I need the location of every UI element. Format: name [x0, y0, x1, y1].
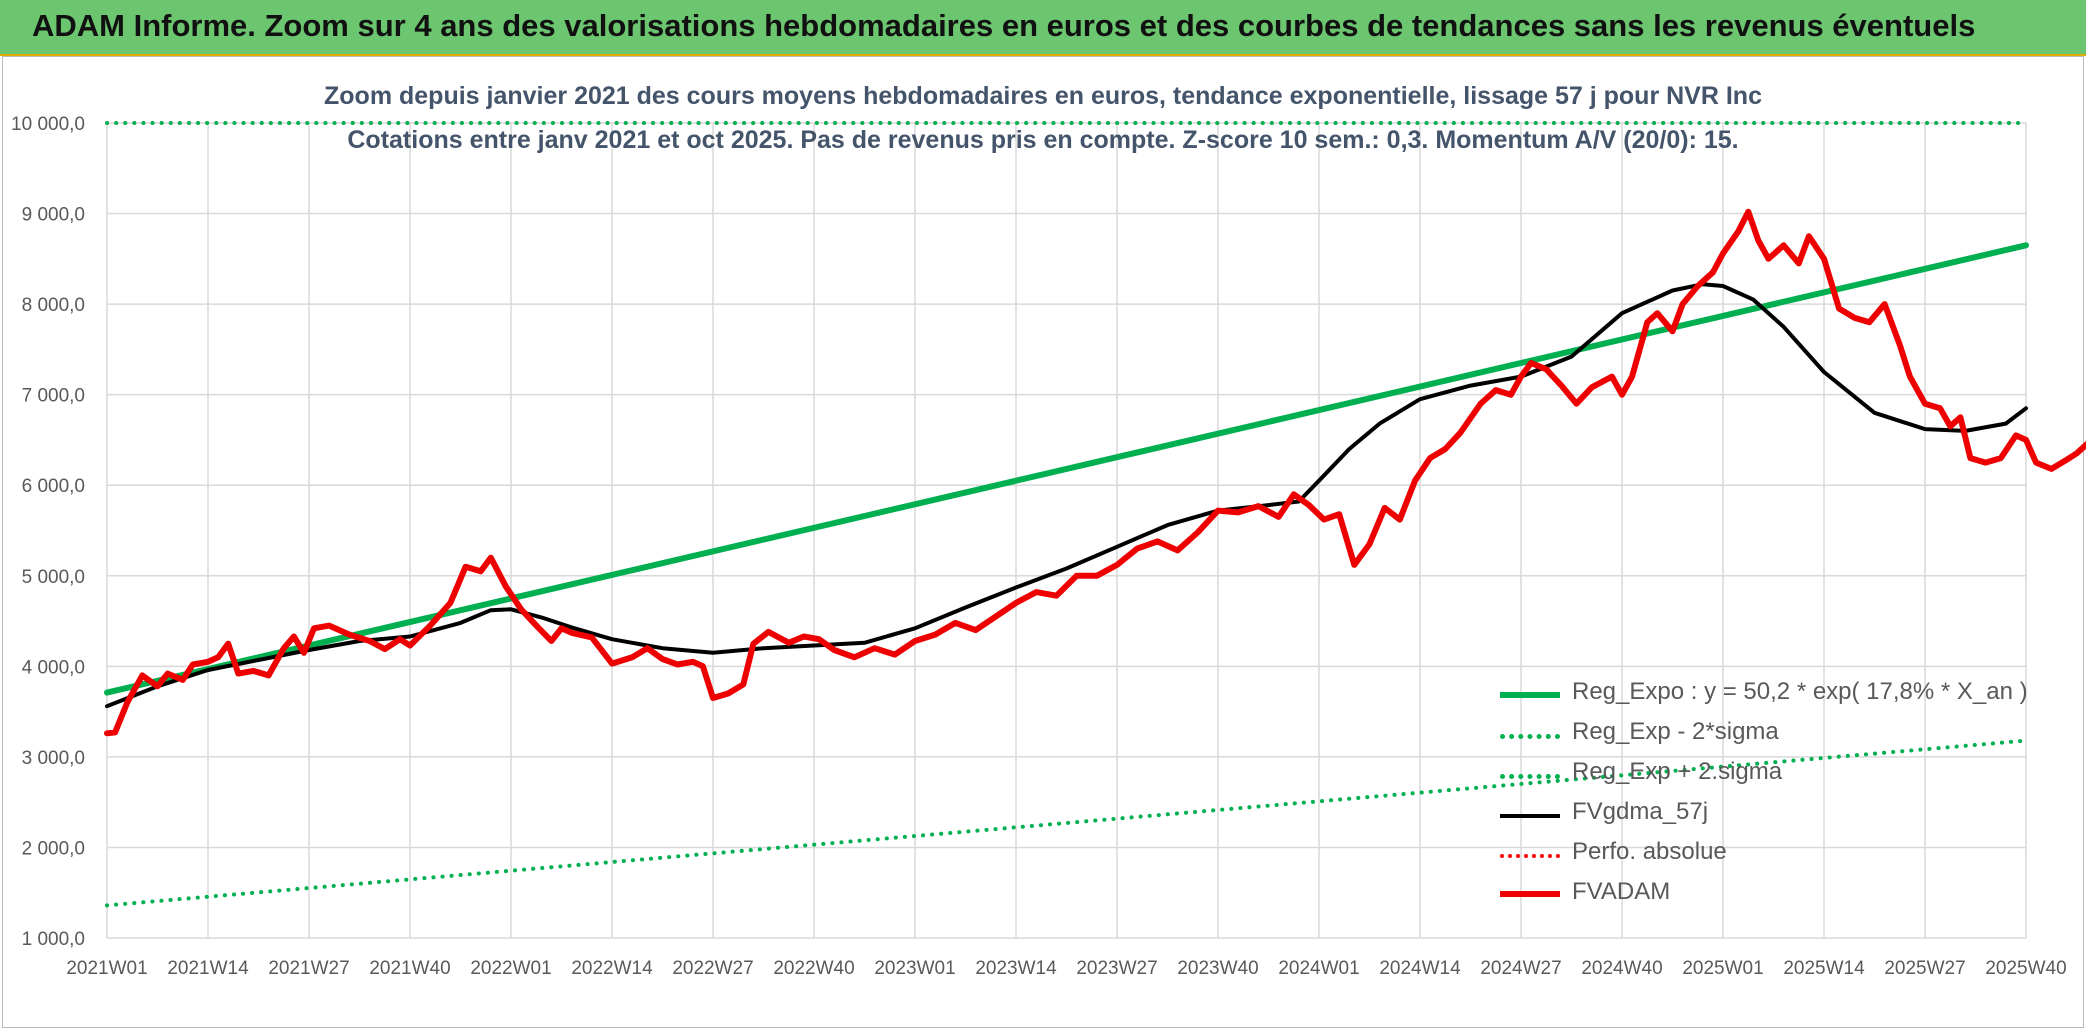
x-tick-label: 2025W01 — [1682, 958, 1763, 979]
legend-label: FVgdma_57j — [1572, 798, 1709, 825]
chart-title-line-1: Zoom depuis janvier 2021 des cours moyen… — [324, 82, 1762, 110]
y-tick-label: 9 000,0 — [22, 205, 85, 226]
legend-label: Reg_Expo : y = 50,2 * exp( 17,8% * X_an … — [1572, 678, 2028, 705]
legend-item: FVgdma_57j — [1500, 794, 1970, 834]
x-tick-label: 2022W40 — [773, 958, 854, 979]
chart-legend: Reg_Expo : y = 50,2 * exp( 17,8% * X_an … — [1500, 674, 2028, 914]
legend-item: Perfo. absolue — [1500, 834, 1970, 874]
legend-item: FVADAM — [1500, 874, 1970, 914]
title-bar: ADAM Informe. Zoom sur 4 ans des valoris… — [0, 0, 2086, 56]
x-tick-label: 2024W40 — [1581, 958, 1662, 979]
y-tick-label: 8 000,0 — [22, 295, 85, 316]
x-tick-label: 2023W01 — [874, 958, 955, 979]
y-tick-label: 6 000,0 — [22, 476, 85, 497]
x-tick-label: 2024W01 — [1278, 958, 1359, 979]
y-tick-label: 10 000,0 — [11, 114, 85, 135]
legend-swatch-reg-exp-plus — [1500, 774, 1560, 779]
y-tick-label: 7 000,0 — [22, 386, 85, 407]
x-tick-label: 2021W01 — [66, 958, 147, 979]
x-tick-label: 2025W40 — [1985, 958, 2066, 979]
y-tick-label: 1 000,0 — [22, 929, 85, 950]
legend-swatch-perfo — [1500, 854, 1560, 858]
x-tick-label: 2021W27 — [268, 958, 349, 979]
x-axis-tick-labels: 2021W01 2021W14 2021W27 2021W40 2022W01 2022W… — [66, 958, 2066, 979]
legend-label: Reg_Exp + 2.sigma — [1572, 758, 1783, 785]
x-tick-label: 2023W27 — [1076, 958, 1157, 979]
series-line-3 — [105, 282, 2028, 709]
legend-item: Reg_Exp - 2*sigma — [1500, 714, 1970, 754]
y-tick-label: 5 000,0 — [22, 567, 85, 588]
x-tick-label: 2025W14 — [1783, 958, 1865, 979]
x-tick-label: 2022W14 — [571, 958, 653, 979]
y-axis-tick-labels: 1 000,0 2 000,0 3 000,0 4 000,0 5 000,0 6 000… — [11, 114, 85, 950]
legend-item: Reg_Expo : y = 50,2 * exp( 17,8% * X_an … — [1500, 674, 2028, 714]
gridlines — [106, 122, 2027, 939]
series-line-0 — [104, 242, 2029, 696]
chart-frame — [2, 56, 2084, 1028]
chart-title-line-2: Cotations entre janv 2021 et oct 2025. P… — [347, 126, 1739, 154]
x-tick-label: 2023W14 — [975, 958, 1057, 979]
series-lines — [104, 121, 2086, 908]
legend-swatch-reg-exp-minus — [1500, 734, 1560, 739]
y-tick-label: 3 000,0 — [22, 748, 85, 769]
x-tick-label: 2024W27 — [1480, 958, 1561, 979]
y-tick-label: 2 000,0 — [22, 838, 85, 859]
page-title: ADAM Informe. Zoom sur 4 ans des valoris… — [32, 8, 1976, 43]
x-tick-label: 2022W27 — [672, 958, 753, 979]
x-tick-label: 2021W40 — [369, 958, 450, 979]
legend-swatch-fvadam — [1500, 891, 1560, 897]
x-tick-label: 2021W14 — [167, 958, 249, 979]
x-tick-label: 2023W40 — [1177, 958, 1258, 979]
y-tick-label: 4 000,0 — [22, 657, 85, 678]
x-tick-label: 2024W14 — [1379, 958, 1461, 979]
legend-label: Perfo. absolue — [1572, 838, 1727, 865]
legend-label: FVADAM — [1572, 878, 1671, 905]
series-line-1 — [105, 738, 2028, 908]
legend-swatch-fvgdma — [1500, 814, 1560, 818]
legend-item: Reg_Exp + 2.sigma — [1500, 754, 1970, 794]
x-tick-label: 2022W01 — [470, 958, 551, 979]
x-tick-label: 2025W27 — [1884, 958, 1965, 979]
series-line-5 — [104, 208, 2086, 737]
legend-swatch-reg-expo — [1500, 692, 1560, 698]
legend-label: Reg_Exp - 2*sigma — [1572, 718, 1779, 745]
